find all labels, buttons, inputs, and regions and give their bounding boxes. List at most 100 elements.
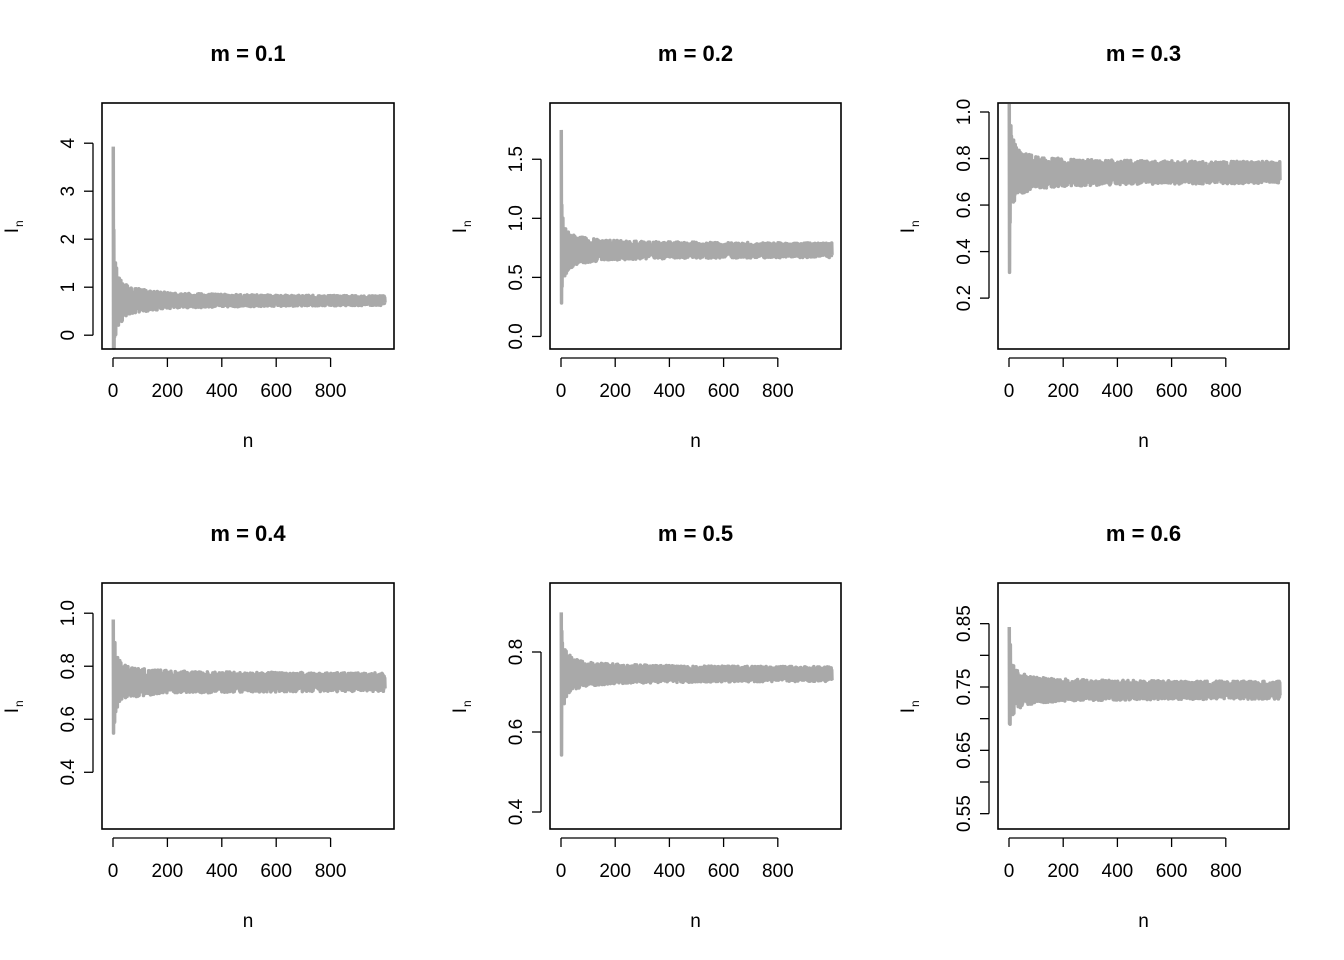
y-tick-label: 0.4: [58, 759, 79, 786]
plot-frame: [997, 582, 1290, 830]
x-axis-label: n: [1138, 431, 1149, 452]
y-axis-label-main: I: [2, 708, 23, 713]
x-tick-label: 0: [556, 861, 567, 882]
y-axis-label: In: [450, 220, 474, 233]
x-axis: 0 200 400 600 800: [556, 837, 794, 882]
x-tick-label: 800: [762, 861, 794, 882]
y-axis: 0.2 0.4 0.6 0.8 1.0: [954, 99, 990, 311]
x-tick-label: 400: [206, 861, 238, 882]
x-tick-label: 400: [654, 381, 686, 402]
x-tick-label: 200: [1047, 861, 1079, 882]
y-tick-label: 0.5: [506, 264, 527, 290]
series-line: [559, 612, 834, 757]
y-tick-label: 0.4: [954, 238, 975, 265]
x-tick-label: 0: [108, 381, 119, 402]
y-tick-label: 0.65: [954, 732, 975, 769]
y-tick-label: 1.0: [58, 600, 79, 626]
panel-title: m = 0.3: [1106, 41, 1181, 66]
plot-frame: [101, 102, 395, 350]
x-axis: 0 200 400 600 800: [556, 357, 794, 402]
x-tick-label: 800: [1210, 381, 1242, 402]
y-tick-label: 0.2: [954, 285, 975, 311]
y-tick-label: 0: [58, 330, 79, 341]
x-tick-label: 200: [599, 381, 631, 402]
y-axis: 0.55 0.65 0.75 0.85: [954, 605, 990, 832]
x-tick-label: 200: [152, 861, 184, 882]
series-line: [559, 129, 834, 305]
x-tick-label: 600: [260, 381, 292, 402]
x-tick-label: 800: [762, 381, 794, 402]
panel-6: 0 200 400 600 800 0.55 0.65 0.75 0.85 m = 0.6 n In: [898, 521, 1290, 932]
y-axis: 0.0 0.5 1.0 1.5: [506, 146, 542, 350]
plot-frame: [549, 102, 842, 350]
y-axis-label: In: [898, 220, 922, 233]
y-axis-label-main: I: [450, 228, 471, 233]
x-tick-label: 600: [260, 861, 292, 882]
plot-frame: [549, 582, 842, 830]
x-tick-label: 600: [1156, 861, 1188, 882]
x-axis-label: n: [1138, 911, 1149, 932]
x-axis: 0 200 400 600 800: [108, 357, 346, 402]
y-tick-label: 1.0: [954, 99, 975, 125]
panel-title: m = 0.5: [658, 521, 733, 546]
y-tick-label: 0.6: [506, 719, 527, 745]
x-axis-label: n: [243, 911, 254, 932]
y-tick-label: 0.55: [954, 795, 975, 832]
y-axis-label-subscript: n: [908, 220, 922, 227]
x-tick-label: 400: [1102, 861, 1134, 882]
series-line: [111, 146, 387, 350]
y-tick-label: 0.6: [58, 706, 79, 732]
x-axis-label: n: [243, 431, 254, 452]
series-line: [1007, 103, 1282, 275]
y-tick-label: 0.8: [954, 145, 975, 171]
x-tick-label: 0: [108, 861, 119, 882]
y-tick-label: 2: [58, 234, 79, 245]
x-tick-label: 800: [1210, 861, 1242, 882]
x-tick-label: 0: [1004, 381, 1015, 402]
x-tick-label: 200: [1047, 381, 1079, 402]
y-axis: 0.4 0.6 0.8 1.0: [58, 600, 94, 786]
x-tick-label: 0: [1004, 861, 1015, 882]
x-tick-label: 600: [1156, 381, 1188, 402]
y-tick-label: 0.0: [506, 323, 527, 349]
y-tick-label: 0.6: [954, 192, 975, 218]
y-axis-label: In: [898, 700, 922, 713]
x-tick-label: 200: [152, 381, 184, 402]
y-axis-label-subscript: n: [460, 700, 474, 707]
x-axis: 0 200 400 600 800: [108, 837, 347, 882]
y-axis-label-main: I: [898, 228, 919, 233]
y-axis-label-main: I: [450, 708, 471, 713]
y-tick-label: 0.75: [954, 669, 975, 706]
panel-title: m = 0.6: [1106, 521, 1181, 546]
y-tick-label: 1: [58, 282, 79, 293]
y-axis-label: In: [2, 220, 26, 233]
y-tick-label: 3: [58, 186, 79, 197]
x-tick-label: 400: [654, 861, 686, 882]
x-axis: 0 200 400 600 800: [1004, 837, 1242, 882]
x-axis-label: n: [690, 431, 701, 452]
y-tick-label: 1.5: [506, 146, 527, 172]
y-axis-label-subscript: n: [460, 220, 474, 227]
y-axis: 0.4 0.6 0.8: [506, 639, 542, 825]
y-axis-label: In: [2, 700, 26, 713]
series-line: [111, 619, 387, 735]
y-axis: 0 1 2 3 4: [58, 137, 94, 341]
y-axis-label-subscript: n: [12, 220, 26, 227]
x-tick-label: 200: [599, 861, 631, 882]
panel-title: m = 0.2: [658, 41, 733, 66]
y-tick-label: 0.4: [506, 798, 527, 825]
y-axis-label-main: I: [2, 228, 23, 233]
series-line: [1007, 626, 1282, 727]
x-tick-label: 0: [556, 381, 567, 402]
plot-frame: [997, 102, 1290, 350]
y-tick-label: 0.8: [58, 653, 79, 679]
y-tick-label: 0.85: [954, 605, 975, 642]
x-tick-label: 800: [315, 861, 347, 882]
x-tick-label: 400: [1102, 381, 1134, 402]
